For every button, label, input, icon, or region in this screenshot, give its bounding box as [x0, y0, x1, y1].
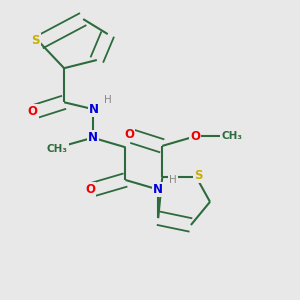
Text: O: O: [85, 183, 95, 196]
Text: S: S: [31, 34, 40, 47]
Text: S: S: [194, 169, 203, 182]
Text: N: N: [153, 183, 163, 196]
Text: CH₃: CH₃: [221, 131, 242, 141]
Text: CH₃: CH₃: [47, 144, 68, 154]
Text: N: N: [89, 103, 99, 116]
Text: H: H: [169, 175, 177, 185]
Text: O: O: [124, 128, 134, 142]
Text: O: O: [190, 130, 200, 143]
Text: N: N: [88, 131, 98, 144]
Text: O: O: [28, 105, 38, 118]
Text: H: H: [104, 94, 112, 104]
